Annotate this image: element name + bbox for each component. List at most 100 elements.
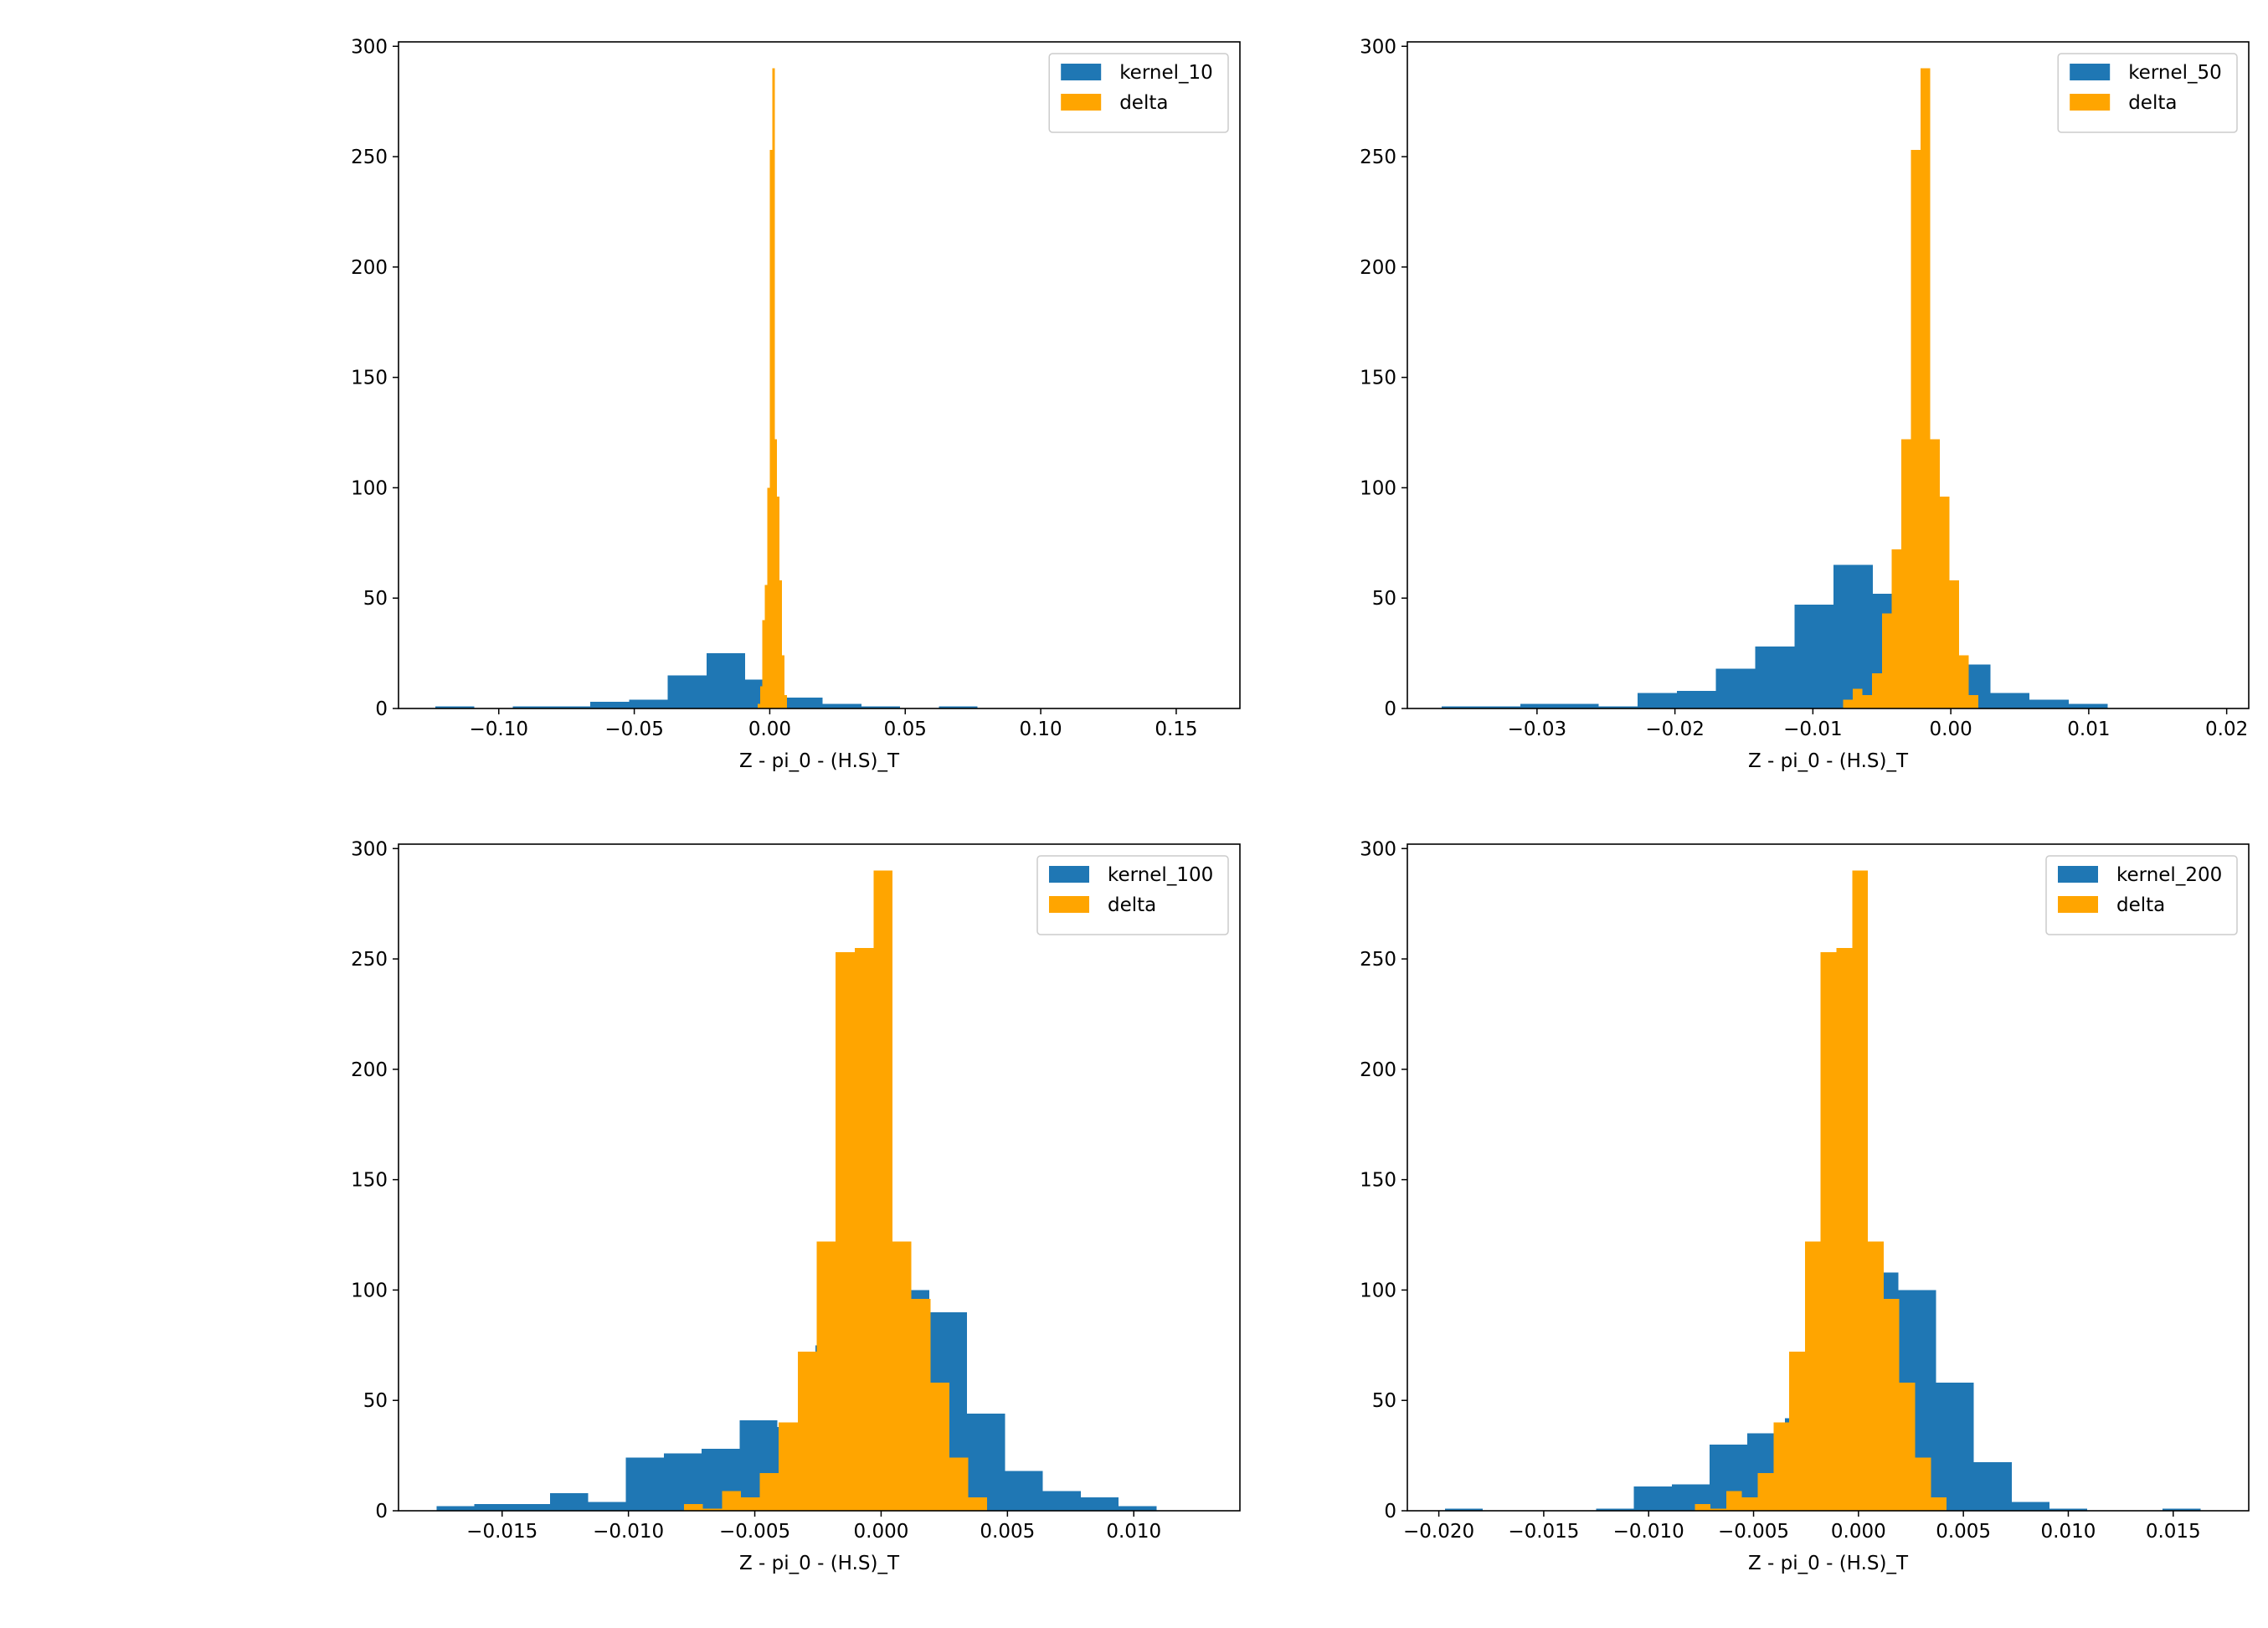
bar-kernel_100-17 <box>1080 1497 1119 1511</box>
bar-delta-13 <box>1968 695 1979 708</box>
bar-delta-10 <box>873 870 893 1511</box>
y-tick-label: 150 <box>1360 1170 1396 1192</box>
x-tick-label: 0.000 <box>854 1521 909 1543</box>
legend-swatch <box>1061 94 1102 111</box>
legend-label: delta <box>1108 894 1156 916</box>
bar-delta-1 <box>759 686 763 708</box>
x-tick-label: 0.005 <box>1936 1521 1991 1543</box>
bar-delta-1 <box>1853 688 1863 708</box>
y-tick-label: 50 <box>363 1390 388 1412</box>
bar-delta-9 <box>1930 439 1940 708</box>
bar-kernel_50-10 <box>1833 564 1873 708</box>
y-tick-label: 50 <box>1372 588 1396 610</box>
legend-label: kernel_10 <box>1119 62 1213 84</box>
x-tick-label: −0.02 <box>1645 719 1704 740</box>
y-tick-label: 250 <box>1360 147 1396 168</box>
bar-delta-2 <box>1862 695 1873 708</box>
bar-delta-4 <box>1757 1473 1774 1511</box>
x-tick-label: 0.15 <box>1155 719 1197 740</box>
y-tick-label: 200 <box>351 257 388 279</box>
series-kernel_10 <box>435 653 978 708</box>
bar-delta-5 <box>769 150 773 708</box>
series-delta <box>684 870 988 1511</box>
bar-kernel_10-2 <box>512 706 552 708</box>
series-delta <box>1843 68 1979 708</box>
y-tick-label: 50 <box>1372 1390 1396 1412</box>
bar-kernel_100-15 <box>1005 1471 1043 1511</box>
legend-swatch <box>1061 64 1102 80</box>
series-kernel_50 <box>1442 564 2108 708</box>
x-tick-label: −0.015 <box>466 1521 537 1543</box>
bar-kernel_100-2 <box>512 1504 551 1511</box>
x-tick-label: 0.005 <box>980 1521 1035 1543</box>
bar-delta-2 <box>762 620 765 708</box>
bars-group <box>436 870 1157 1511</box>
bar-kernel_50-1 <box>1480 706 1520 708</box>
bar-kernel_50-8 <box>1755 647 1795 708</box>
y-tick-label: 0 <box>375 698 388 720</box>
bar-delta-6 <box>797 1352 817 1511</box>
y-tick-label: 100 <box>1360 1280 1396 1301</box>
bar-kernel_50-14 <box>1990 693 2030 708</box>
y-tick-label: 100 <box>351 1280 388 1301</box>
x-axis-label: Z - pi_0 - (H.S)_T <box>1748 1553 1909 1574</box>
bar-kernel_50-3 <box>1559 703 1599 708</box>
y-tick-label: 100 <box>351 477 388 499</box>
bar-delta-11 <box>1868 1241 1884 1511</box>
bar-kernel_100-5 <box>625 1457 664 1511</box>
bar-delta-8 <box>836 952 855 1511</box>
bar-kernel_100-14 <box>967 1414 1005 1511</box>
y-tick-label: 150 <box>1360 368 1396 389</box>
bar-kernel_200-15 <box>2011 1502 2049 1511</box>
bar-delta-13 <box>1899 1383 1916 1511</box>
bar-delta-10 <box>1852 870 1869 1511</box>
series-delta <box>1695 870 1947 1511</box>
bar-delta-8 <box>1820 952 1837 1511</box>
bar-kernel_10-13 <box>939 706 978 708</box>
bar-kernel_200-16 <box>2049 1508 2088 1511</box>
bar-delta-0 <box>1695 1504 1711 1511</box>
y-tick-label: 300 <box>1360 838 1396 860</box>
bar-kernel_10-3 <box>551 706 591 708</box>
y-tick-label: 0 <box>1384 698 1396 720</box>
x-tick-label: −0.010 <box>1613 1521 1684 1543</box>
bar-delta-12 <box>911 1298 931 1511</box>
chart-panel-1: −0.10 −0.05 0.00 0.05 0.10 0.15 0 50 100 150 200 25… <box>351 36 1241 772</box>
axes-frame <box>398 41 1241 709</box>
y-tick-label: 0 <box>1384 1501 1396 1522</box>
bar-kernel_100-1 <box>474 1504 512 1511</box>
x-tick-label: −0.010 <box>593 1521 664 1543</box>
x-tick-label: 0.02 <box>2205 719 2248 740</box>
legend-swatch <box>2058 866 2098 883</box>
legend-swatch <box>2058 896 2098 913</box>
bar-delta-14 <box>1915 1457 1931 1511</box>
bar-delta-7 <box>1804 1241 1821 1511</box>
bar-kernel_100-0 <box>436 1506 475 1511</box>
bar-kernel_100-16 <box>1042 1491 1081 1511</box>
bar-delta-12 <box>1959 655 1969 708</box>
bar-delta-6 <box>1900 439 1911 708</box>
x-tick-label: 0.00 <box>748 719 791 740</box>
axes-frame <box>1407 843 2250 1512</box>
bar-kernel_200-5 <box>1633 1486 1672 1511</box>
bar-delta-15 <box>968 1497 988 1511</box>
bar-kernel_200-19 <box>2163 1508 2201 1511</box>
legend-label: delta <box>1119 92 1168 114</box>
x-axis-label: Z - pi_0 - (H.S)_T <box>739 750 900 772</box>
bar-kernel_10-5 <box>629 699 668 708</box>
bars-group <box>435 68 978 708</box>
x-tick-label: −0.015 <box>1508 1521 1579 1543</box>
x-tick-label: 0.010 <box>2041 1521 2096 1543</box>
x-tick-label: 0.00 <box>1930 719 1972 740</box>
bar-kernel_10-7 <box>706 653 746 708</box>
bar-kernel_10-11 <box>861 706 901 708</box>
x-tick-label: −0.01 <box>1783 719 1842 740</box>
bar-kernel_200-4 <box>1596 1508 1634 1511</box>
bar-delta-3 <box>1872 672 1882 708</box>
bar-delta-6 <box>1789 1352 1805 1511</box>
x-tick-label: 0.000 <box>1831 1521 1886 1543</box>
bar-delta-5 <box>1773 1422 1790 1511</box>
x-tick-label: 0.01 <box>2067 719 2110 740</box>
